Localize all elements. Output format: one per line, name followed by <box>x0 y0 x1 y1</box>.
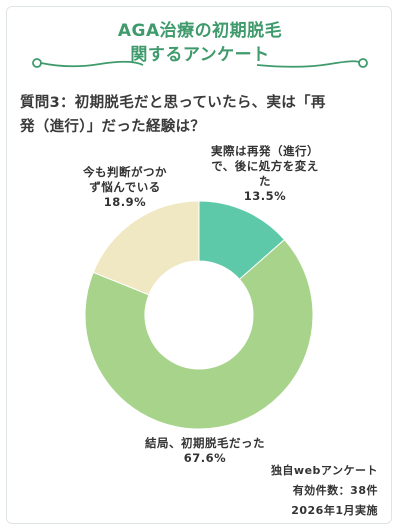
slice-label-line: で、後に処方を変え <box>211 159 319 173</box>
card-frame <box>6 6 392 524</box>
slice-label-undecided: 今も判断がつか ず悩んでいる 18.9% <box>60 165 190 210</box>
slice-label-line: 実際は再発（進行） <box>211 144 319 158</box>
source-line-3: 2026年1月実施 <box>291 504 378 517</box>
slice-label-reoccurrence: 実際は再発（進行） で、後に処方を変え た 13.5% <box>200 144 330 204</box>
slice-label-line: た <box>259 174 271 188</box>
source-line-2: 有効件数：38件 <box>292 484 378 497</box>
slice-label-percent: 18.9% <box>103 195 147 209</box>
ornament-left-icon <box>32 58 144 68</box>
title-line-2: 関するアンケート <box>130 45 270 65</box>
title-line-1: AGA治療の初期脱毛 <box>117 21 283 41</box>
slice-label-line: ず悩んでいる <box>89 180 161 194</box>
donut-slice-1 <box>84 238 314 430</box>
slice-label-percent: 13.5% <box>243 189 287 203</box>
slice-label-initial-shedding: 結局、初期脱毛だった 67.6% <box>110 436 300 466</box>
source-line-1: 独自webアンケート <box>270 464 378 477</box>
slice-label-line: 結局、初期脱毛だった <box>145 436 265 450</box>
slice-label-line: 今も判断がつか <box>83 165 167 179</box>
donut-slice-2 <box>92 200 200 296</box>
question-line-1: 質問3：初期脱毛だと思っていたら、実は「再 <box>20 95 326 111</box>
question-line-2: 発（進行）」だった経験は？ <box>20 119 206 135</box>
ornament-right-icon <box>256 58 368 68</box>
slice-label-percent: 67.6% <box>183 451 227 465</box>
